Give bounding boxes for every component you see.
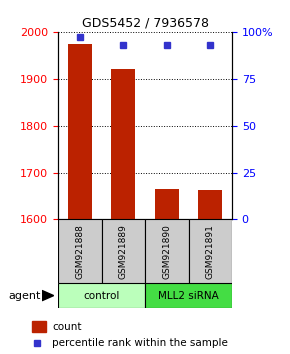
- Text: MLL2 siRNA: MLL2 siRNA: [158, 291, 219, 301]
- Text: percentile rank within the sample: percentile rank within the sample: [52, 338, 228, 348]
- Title: GDS5452 / 7936578: GDS5452 / 7936578: [81, 16, 209, 29]
- Bar: [145, 219, 188, 283]
- Text: GSM921890: GSM921890: [162, 224, 171, 279]
- Polygon shape: [42, 291, 54, 301]
- Bar: [188, 219, 232, 283]
- Bar: [32, 321, 46, 332]
- Text: agent: agent: [9, 291, 41, 301]
- Bar: [111, 69, 135, 219]
- Text: count: count: [52, 321, 81, 332]
- Bar: [58, 283, 145, 308]
- Bar: [102, 219, 145, 283]
- Text: GSM921888: GSM921888: [75, 224, 84, 279]
- Bar: [145, 283, 232, 308]
- Text: control: control: [83, 291, 120, 301]
- Bar: [198, 190, 222, 219]
- Text: GSM921889: GSM921889: [119, 224, 128, 279]
- Bar: [68, 44, 92, 219]
- Text: GSM921891: GSM921891: [206, 224, 215, 279]
- Bar: [155, 189, 179, 219]
- Bar: [58, 219, 102, 283]
